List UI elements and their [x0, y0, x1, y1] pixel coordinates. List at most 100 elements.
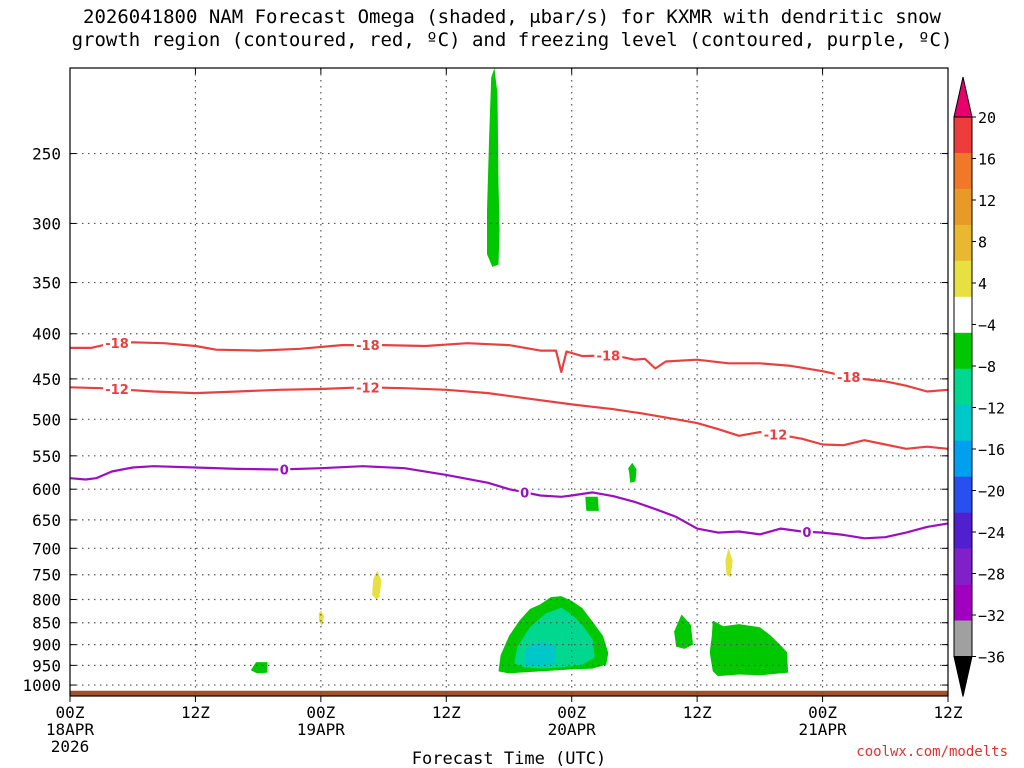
omega-region	[250, 662, 268, 674]
colorbar-segment	[954, 440, 972, 477]
y-tick-label: 800	[32, 590, 61, 609]
colorbar-segment	[954, 296, 972, 334]
contour-label: 0	[802, 526, 811, 541]
y-tick-label: 950	[32, 656, 61, 675]
omega-shading	[250, 68, 789, 677]
temperature-contours: -18 -18 -18 -18 -12 -12 -12 0 0 0	[69, 335, 949, 541]
contour-label-bg	[761, 427, 790, 442]
chart-title-line1: 2026041800 NAM Forecast Omega (shaded, μ…	[83, 6, 941, 28]
x-date-label: 20APR	[548, 720, 597, 739]
x-tick-label: 00Z	[557, 703, 586, 722]
grid-lines	[70, 68, 948, 696]
terrain	[70, 690, 948, 696]
contour-label: -18	[105, 337, 129, 352]
x-tick-label: 12Z	[181, 703, 210, 722]
colorbar-segment	[954, 117, 972, 154]
y-tick-label: 600	[32, 480, 61, 499]
contour-label-bg	[103, 335, 132, 350]
omega-region	[585, 496, 599, 511]
colorbar-label: −32	[978, 607, 1005, 625]
y-tick-label: 750	[32, 566, 61, 585]
contour-line	[69, 465, 949, 540]
x-tick-label: 00Z	[306, 703, 335, 722]
colorbar-label: 8	[978, 234, 987, 252]
y-tick-label: 1000	[22, 676, 61, 695]
contour-label: -12	[356, 381, 380, 396]
omega-region	[628, 462, 637, 483]
colorbar-top-arrow	[953, 76, 973, 118]
colorbar-segment	[954, 584, 972, 621]
contour-label-bg	[103, 382, 132, 397]
colorbar-segment	[954, 512, 972, 549]
contour-label-bg	[353, 338, 382, 353]
plot-frame	[69, 67, 949, 697]
contour-label: -12	[105, 383, 129, 398]
y-tick-label: 300	[32, 214, 61, 233]
colorbar-segment	[954, 404, 972, 441]
contour-label: 0	[520, 486, 529, 501]
contour-label: -12	[764, 428, 788, 443]
colorbar-label: 16	[978, 151, 996, 169]
x-date-label: 18APR	[46, 720, 95, 739]
x-date-label: 21APR	[798, 720, 847, 739]
colorbar-segment	[954, 332, 972, 370]
colorbar-segment	[954, 260, 972, 298]
y-tick-label: 650	[32, 511, 61, 530]
x-tick-label: 12Z	[683, 703, 712, 722]
y-tick-label: 700	[32, 539, 61, 558]
y-tick-label: 850	[32, 614, 61, 633]
colorbar-label: −12	[978, 400, 1005, 418]
x-tick-label: 12Z	[934, 703, 963, 722]
contour-line	[70, 341, 949, 393]
x-tick-label: 00Z	[56, 703, 85, 722]
x-axis-title: Forecast Time (UTC)	[412, 749, 606, 768]
y-tick-label: 350	[32, 274, 61, 293]
colorbar-label: 20	[978, 109, 996, 127]
omega-region	[725, 548, 733, 578]
colorbar-label: −36	[978, 649, 1005, 667]
x-date-label: 19APR	[297, 720, 346, 739]
omega-region	[674, 614, 693, 649]
colorbar-label: 12	[978, 192, 996, 210]
chart-title: 2026041800 NAM Forecast Omega (shaded, μ…	[0, 6, 1024, 52]
y-tick-label: 500	[32, 410, 61, 429]
colorbar-segment	[954, 620, 972, 657]
colorbar-label: −16	[978, 441, 1005, 459]
chart-title-line2: growth region (contoured, red, ºC) and f…	[71, 29, 953, 51]
colorbar-label: 4	[978, 275, 987, 293]
y-axis-ticks: 250 300 350 400 450 500 550 600 650 700 750 800 850 9…	[22, 145, 948, 695]
colorbar-segment	[954, 368, 972, 406]
contour-label-bg	[518, 485, 531, 500]
contour-label: -18	[837, 371, 861, 386]
contour-label: -18	[597, 349, 621, 364]
terrain-fill	[70, 690, 948, 696]
colorbar-label: −28	[978, 566, 1005, 584]
omega-region	[524, 641, 556, 667]
contour-label-bg	[800, 524, 813, 539]
y-tick-label: 450	[32, 370, 61, 389]
y-tick-label: 900	[32, 636, 61, 655]
colorbar-segment	[954, 188, 972, 226]
colorbar-label: −20	[978, 483, 1005, 501]
colorbar-bottom-arrow	[953, 656, 973, 697]
omega-region	[709, 620, 789, 677]
omega-region	[487, 68, 500, 267]
contour-label-bg	[353, 380, 382, 395]
colorbar-label: −24	[978, 524, 1005, 542]
colorbar-label: −8	[978, 358, 996, 376]
contour-line	[69, 386, 949, 450]
colorbar-segment	[954, 224, 972, 262]
y-tick-label: 400	[32, 325, 61, 344]
colorbar-segment	[954, 548, 972, 585]
contour-label: -18	[356, 339, 380, 354]
x-year-label: 2026	[51, 737, 90, 756]
x-tick-label: 12Z	[432, 703, 461, 722]
colorbar-segment	[954, 476, 972, 513]
contour-label-bg	[834, 369, 863, 384]
omega-region	[372, 570, 382, 600]
colorbar: 20 16 12 8 4 −4 −8 −12 −16 −20 −24 −28 −32 −36	[953, 76, 1005, 697]
colorbar-label: −4	[978, 317, 996, 335]
contour-label-bg	[594, 348, 623, 363]
